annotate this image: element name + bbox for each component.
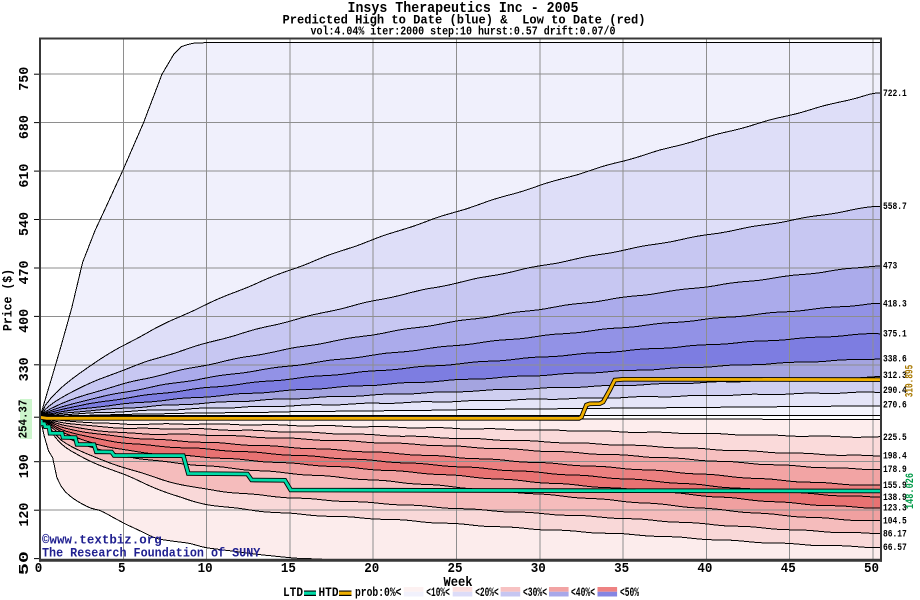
svg-text:<30%<: <30%< [523, 586, 547, 600]
svg-text:473: 473 [883, 262, 897, 273]
svg-text:104.5: 104.5 [883, 517, 907, 528]
svg-text:LTD: LTD [283, 586, 303, 600]
svg-text:190: 190 [18, 454, 33, 478]
svg-text:722.1: 722.1 [883, 89, 907, 100]
svg-text:50: 50 [864, 562, 879, 577]
svg-text:270.6: 270.6 [883, 401, 907, 412]
svg-text:<40%<: <40%< [571, 586, 595, 600]
svg-text:418.3: 418.3 [883, 299, 907, 310]
svg-text:400: 400 [18, 309, 33, 333]
svg-text:540: 540 [18, 212, 33, 236]
svg-text:Insys Therapeutics Inc - 2005: Insys Therapeutics Inc - 2005 [348, 0, 579, 17]
svg-text:330: 330 [18, 357, 33, 381]
svg-text:470: 470 [18, 260, 33, 284]
svg-text:15: 15 [281, 562, 296, 577]
svg-text:198.4: 198.4 [883, 452, 907, 463]
svg-text:vol:4.04% iter:2000 step:10 hu: vol:4.04% iter:2000 step:10 hurst:0.57 d… [311, 26, 616, 39]
svg-text:Price ($): Price ($) [2, 269, 16, 331]
svg-text:10: 10 [198, 562, 213, 577]
svg-text:66.57: 66.57 [883, 543, 907, 554]
svg-text:254.37: 254.37 [18, 400, 31, 439]
svg-text:<20%<: <20%< [475, 586, 499, 600]
svg-text:338.6: 338.6 [883, 355, 907, 366]
svg-text:178.9: 178.9 [883, 465, 907, 476]
svg-text:290.4: 290.4 [883, 386, 907, 397]
svg-text:310.895: 310.895 [905, 364, 917, 397]
svg-text:0: 0 [35, 562, 43, 577]
svg-text:225.5: 225.5 [883, 433, 907, 444]
svg-text:138.9: 138.9 [883, 493, 907, 504]
svg-text:©www.textbiz.org: ©www.textbiz.org [42, 533, 162, 548]
svg-text:5: 5 [118, 562, 126, 577]
svg-text:35: 35 [614, 562, 629, 577]
svg-text:312.3: 312.3 [883, 371, 907, 382]
svg-text:155.9: 155.9 [883, 481, 907, 492]
svg-text:680: 680 [18, 115, 33, 139]
svg-text:25: 25 [448, 562, 463, 577]
svg-text:50: 50 [18, 551, 33, 575]
svg-text:Predicted High to Date (blue): Predicted High to Date (blue) & Low to D… [283, 13, 646, 28]
svg-text:120: 120 [18, 503, 33, 527]
svg-text:45: 45 [781, 562, 796, 577]
svg-text:<50%: <50% [620, 586, 639, 600]
svg-text:375.1: 375.1 [883, 329, 907, 340]
svg-text:prob:0%<: prob:0%< [355, 586, 402, 600]
svg-text:610: 610 [18, 164, 33, 188]
svg-text:The Research Foundation of SUN: The Research Foundation of SUNY [42, 546, 260, 561]
svg-text:123.3: 123.3 [883, 504, 907, 515]
svg-text:750: 750 [18, 67, 33, 91]
svg-text:<10%<: <10%< [426, 586, 450, 600]
svg-text:558.7: 558.7 [883, 202, 907, 213]
svg-text:40: 40 [697, 562, 712, 577]
svg-text:HTD: HTD [319, 586, 339, 600]
svg-text:20: 20 [364, 562, 379, 577]
svg-text:148.026: 148.026 [905, 473, 917, 509]
svg-text:30: 30 [531, 562, 546, 577]
svg-text:86.17: 86.17 [883, 529, 907, 540]
